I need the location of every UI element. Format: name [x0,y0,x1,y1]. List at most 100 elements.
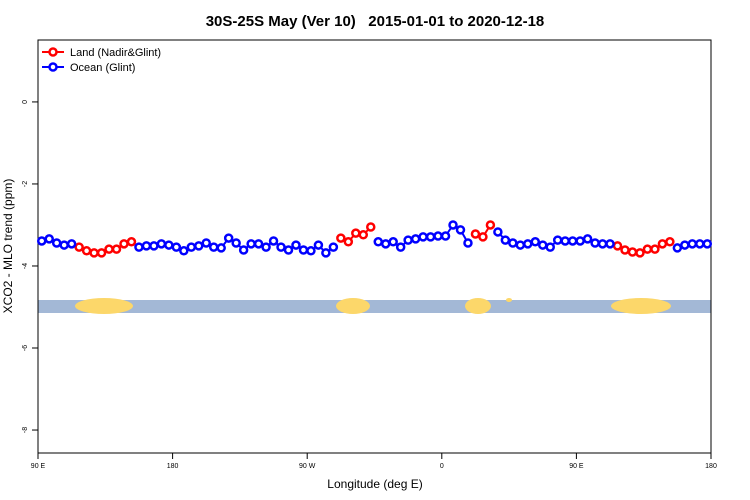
data-point [141,241,152,251]
data-point [111,244,122,254]
data-point [552,235,563,245]
data-point [51,238,62,248]
data-point [149,241,159,251]
legend-marker [48,47,58,57]
data-point [560,236,570,246]
data-point [246,239,256,249]
x-tick-label: 180 [167,463,179,470]
data-point [96,248,107,258]
x-tick-label: 90 W [299,463,316,470]
data-point [485,220,496,230]
data-point [164,240,174,250]
data-point [597,239,608,249]
x-tick-label: 90 E [569,463,584,470]
legend-marker [48,62,58,72]
data-point [208,242,219,252]
data-point [523,239,533,249]
data-point [388,237,398,247]
data-point [448,220,458,230]
data-point [313,240,324,250]
data-point [268,236,279,246]
data-point [612,241,623,251]
x-tick-label: 90 E [31,463,46,470]
data-point [66,239,77,249]
data-point [605,239,615,249]
land-patch [465,298,491,314]
y-tick-label: -8 [22,427,29,433]
data-point [380,239,391,249]
land-patch [611,298,671,314]
data-point [680,240,690,250]
data-point [515,240,526,250]
data-point [238,245,249,255]
data-point [650,244,660,254]
data-point [328,242,339,252]
data-point [306,246,316,256]
data-point [261,242,271,252]
x-axis-label: Longitude (deg E) [327,477,422,491]
data-point [433,231,443,241]
data-point [665,237,675,247]
land-patch [75,298,133,314]
data-point [156,239,167,249]
data-point [672,243,683,253]
data-point [44,234,54,244]
data-point [298,245,309,255]
data-point [216,243,226,253]
data-point [635,248,645,258]
land-patch [506,298,512,302]
data-point [81,246,92,256]
data-point [276,242,286,252]
data-point [223,233,234,243]
ocean-band [38,300,711,313]
data-point [410,234,421,244]
data-point [89,248,99,258]
data-point [425,232,436,242]
data-point [36,236,47,246]
data-point [366,222,376,232]
data-point [126,237,137,247]
data-point [351,228,361,238]
data-point [186,242,197,252]
data-point [231,238,241,248]
y-tick-label: -6 [22,345,29,351]
y-axis-label: XCO2 - MLO trend (ppm) [1,179,15,314]
data-point [627,247,638,257]
data-point [418,232,428,242]
data-point [590,238,600,248]
data-point [358,230,369,240]
data-point [119,239,129,249]
y-tick-label: -2 [22,181,29,187]
y-tick-label: 0 [22,100,29,104]
legend-label: Ocean (Glint) [70,62,135,74]
chart-title: 30S-25S May (Ver 10) 2015-01-01 to 2020-… [206,13,545,30]
data-point [567,236,578,246]
data-point [657,239,668,249]
data-point [538,240,548,250]
data-point [59,240,69,250]
data-point [582,234,593,244]
data-point [530,237,541,247]
data-point [343,237,354,247]
data-point [291,240,301,250]
data-point [134,242,144,252]
data-point [201,238,211,248]
data-point [545,242,555,252]
x-tick-label: 0 [440,463,444,470]
data-point [253,239,264,249]
data-point [455,225,466,235]
data-point [508,238,518,248]
data-point [171,242,182,252]
data-point [620,245,630,255]
data-point [500,235,511,245]
land-ocean-band [38,298,711,314]
data-point [642,244,653,254]
data-point [283,245,294,255]
data-point [74,242,84,252]
data-point [373,237,383,247]
x-tick-label: 180 [705,463,717,470]
y-tick-label: -4 [22,263,29,269]
data-point [470,229,481,239]
data-point [395,242,406,252]
